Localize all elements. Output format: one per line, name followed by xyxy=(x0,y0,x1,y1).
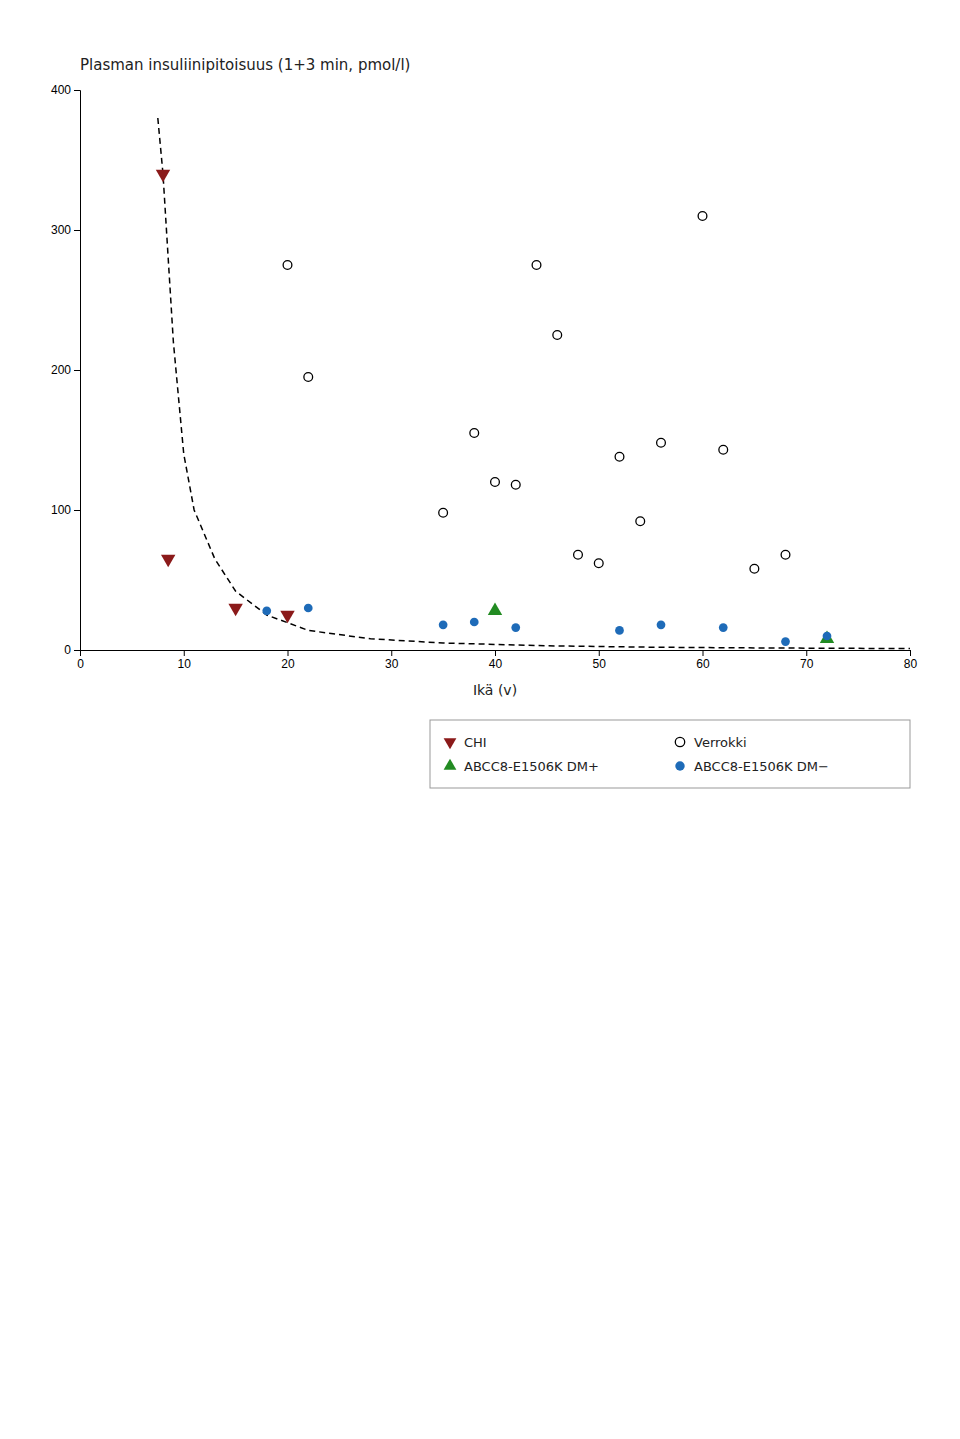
marks xyxy=(156,118,910,649)
tick-mark xyxy=(288,650,289,656)
point xyxy=(511,480,520,489)
point xyxy=(781,550,790,559)
tick-mark xyxy=(74,650,80,651)
point xyxy=(719,623,728,632)
legend: CHI Verrokki ABCC8-E1506K DM+ ABCC8-E1506K … xyxy=(430,720,910,788)
legend-symbol xyxy=(444,738,457,749)
point xyxy=(553,331,562,340)
tick: 300 xyxy=(51,223,80,237)
point xyxy=(491,478,500,487)
point xyxy=(228,604,242,616)
point xyxy=(781,637,790,646)
y-axis: 0 100 200 300 400 xyxy=(51,83,81,657)
tick: 100 xyxy=(51,503,80,517)
legend-label: ABCC8-E1506K DM+ xyxy=(464,759,599,774)
point xyxy=(574,550,583,559)
tick-mark xyxy=(703,650,704,656)
point xyxy=(488,602,502,614)
x-axis: 0 10 20 30 40 50 60 70 80 xyxy=(77,650,917,671)
tick-label: 70 xyxy=(800,657,814,671)
tick-label: 0 xyxy=(77,657,84,671)
tick: 40 xyxy=(489,650,503,671)
tick-label: 30 xyxy=(385,657,399,671)
point xyxy=(657,620,666,629)
point xyxy=(161,555,175,567)
tick-mark xyxy=(74,370,80,371)
point xyxy=(823,632,832,641)
point xyxy=(636,517,645,526)
legend-symbol xyxy=(444,759,457,770)
tick: 80 xyxy=(904,650,918,671)
tick: 70 xyxy=(800,650,814,671)
point xyxy=(615,626,624,635)
tick: 20 xyxy=(281,650,295,671)
tick-label: 50 xyxy=(593,657,607,671)
tick-mark xyxy=(599,650,600,656)
point xyxy=(594,559,603,568)
tick: 50 xyxy=(593,650,607,671)
plot: Plasman insuliinipitoisuus (1+3 min, pmo… xyxy=(51,56,918,698)
point xyxy=(820,630,834,642)
point xyxy=(156,170,170,182)
tick-mark xyxy=(806,650,807,656)
curve xyxy=(158,118,910,649)
tick-label: 300 xyxy=(51,223,71,237)
axis-line xyxy=(81,651,911,657)
tick-mark xyxy=(184,650,185,656)
legend-label: Verrokki xyxy=(694,735,747,750)
point xyxy=(439,508,448,517)
tick-label: 0 xyxy=(64,643,71,657)
point xyxy=(657,438,666,447)
tick: 400 xyxy=(51,83,80,97)
tick-label: 60 xyxy=(696,657,710,671)
tick: 10 xyxy=(178,650,192,671)
legend-label: CHI xyxy=(464,735,487,750)
point xyxy=(719,445,728,454)
x-axis-label: Ikä (v) xyxy=(473,682,517,698)
point xyxy=(750,564,759,573)
point xyxy=(280,611,294,623)
tick: 0 xyxy=(64,643,80,657)
axis-line xyxy=(74,91,81,651)
tick-label: 20 xyxy=(281,657,295,671)
tick-mark xyxy=(910,650,911,656)
tick: 30 xyxy=(385,650,399,671)
tick: 200 xyxy=(51,363,80,377)
legend-symbol xyxy=(675,761,684,770)
point xyxy=(304,604,313,613)
point xyxy=(439,620,448,629)
tick-mark xyxy=(74,230,80,231)
tick-label: 400 xyxy=(51,83,71,97)
tick-label: 10 xyxy=(178,657,192,671)
legend-label: ABCC8-E1506K DM− xyxy=(694,759,829,774)
tick: 0 xyxy=(77,650,84,671)
legend-box xyxy=(430,720,910,788)
tick-mark xyxy=(495,650,496,656)
point xyxy=(470,618,479,627)
tick: 60 xyxy=(696,650,710,671)
tick-mark xyxy=(74,510,80,511)
chart: Plasman insuliinipitoisuus (1+3 min, pmo… xyxy=(0,0,960,1439)
tick-label: 200 xyxy=(51,363,71,377)
point xyxy=(470,429,479,438)
tick-label: 40 xyxy=(489,657,503,671)
tick-mark xyxy=(74,90,80,91)
point xyxy=(304,373,313,382)
tick-label: 100 xyxy=(51,503,71,517)
point xyxy=(511,623,520,632)
point xyxy=(532,261,541,270)
point xyxy=(615,452,624,461)
point xyxy=(698,212,707,221)
point xyxy=(283,261,292,270)
title: Plasman insuliinipitoisuus (1+3 min, pmo… xyxy=(80,56,410,74)
tick-label: 80 xyxy=(904,657,918,671)
legend-symbol xyxy=(675,737,684,746)
tick-mark xyxy=(391,650,392,656)
point xyxy=(262,606,271,615)
